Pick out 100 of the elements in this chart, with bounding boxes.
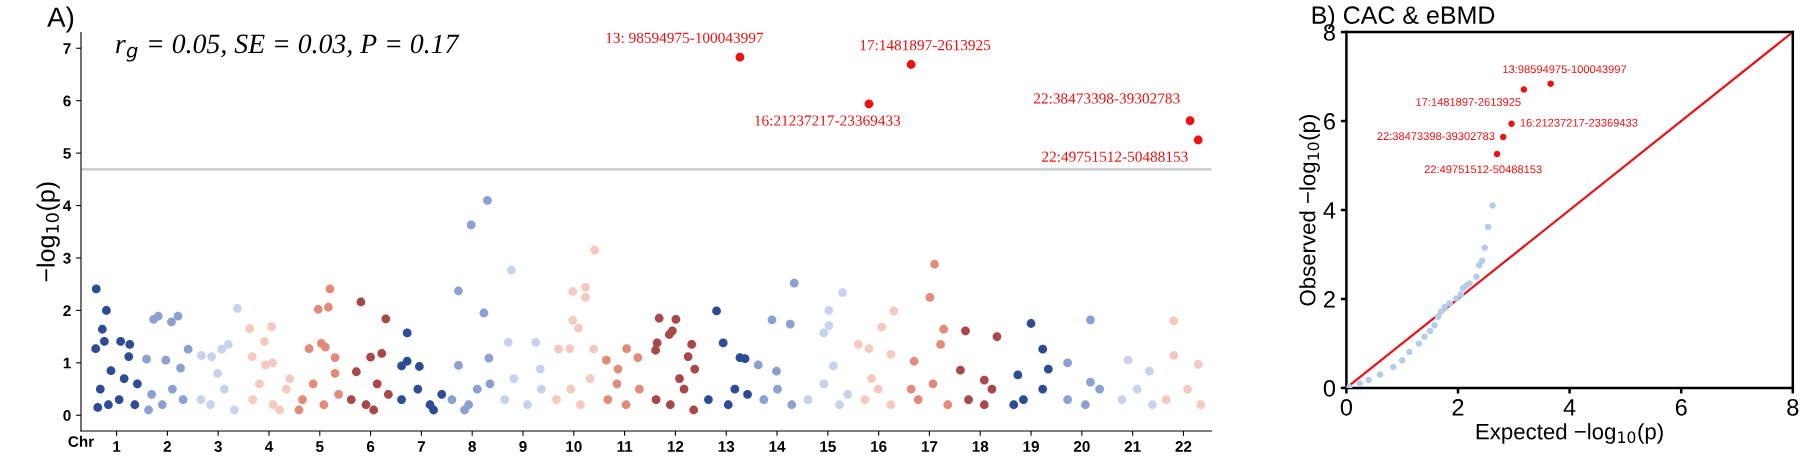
- point: [1478, 257, 1486, 264]
- point: [665, 400, 675, 410]
- point: [877, 322, 887, 332]
- point: [119, 374, 129, 383]
- y-tick-label: 5: [63, 148, 71, 159]
- point: [585, 374, 595, 383]
- point: [1421, 333, 1428, 341]
- annotation: 13: 98594975-100043997: [606, 32, 764, 44]
- x-tick-label: 9: [519, 441, 527, 452]
- point: [1193, 135, 1203, 145]
- point: [114, 395, 124, 404]
- point: [925, 292, 935, 302]
- point: [634, 384, 644, 394]
- point: [245, 324, 255, 334]
- x-tick-label: 17: [921, 441, 938, 452]
- y-tick-label: 2: [63, 305, 71, 316]
- point: [1019, 395, 1028, 404]
- point: [248, 395, 258, 404]
- x-tick-label: 6: [366, 441, 375, 452]
- point: [183, 344, 193, 354]
- y-tick-label: 2: [1324, 291, 1335, 308]
- point: [1026, 319, 1036, 328]
- point: [320, 342, 330, 352]
- x-tick-label: 8: [1787, 398, 1799, 416]
- point: [824, 321, 834, 330]
- point: [936, 340, 945, 349]
- point: [536, 384, 546, 394]
- point: [679, 384, 689, 394]
- point: [730, 384, 740, 394]
- point: [95, 384, 105, 394]
- point: [819, 379, 829, 389]
- point: [723, 400, 733, 410]
- point: [767, 315, 777, 325]
- y-axis-title: Observed −log$_{10}$(p): [1299, 115, 1320, 306]
- point: [397, 361, 406, 371]
- point: [377, 348, 387, 358]
- point: [99, 336, 109, 346]
- x-tick-label: 0: [1340, 398, 1353, 416]
- annotation: 16:21237217-23369433: [755, 115, 901, 126]
- point: [454, 286, 463, 296]
- x-tick-label: 10: [566, 441, 582, 452]
- point: [671, 314, 681, 324]
- point: [1431, 321, 1438, 329]
- point: [366, 352, 375, 362]
- point: [603, 395, 613, 404]
- point: [1095, 384, 1105, 394]
- point: [979, 400, 989, 410]
- y-tick-label: 4: [1323, 202, 1336, 219]
- point: [223, 340, 233, 349]
- point: [687, 340, 697, 349]
- point: [651, 345, 660, 355]
- point: [1038, 344, 1048, 354]
- point: [298, 395, 307, 404]
- y-tick-label: 6: [63, 95, 71, 107]
- point: [1193, 360, 1203, 369]
- point: [979, 375, 989, 385]
- point: [566, 384, 576, 394]
- y-tick-label: 4: [63, 200, 72, 212]
- point: [429, 405, 438, 415]
- point: [704, 395, 713, 404]
- point: [789, 278, 799, 288]
- x-tick-label: 18: [972, 441, 989, 452]
- point: [1148, 400, 1157, 410]
- point: [565, 344, 575, 354]
- point: [104, 400, 113, 410]
- point: [325, 284, 335, 294]
- point: [633, 353, 643, 362]
- point: [654, 313, 664, 323]
- point: [268, 358, 277, 368]
- point: [740, 354, 750, 364]
- point: [785, 319, 795, 329]
- point: [772, 366, 781, 376]
- point: [219, 384, 229, 394]
- point: [268, 400, 278, 410]
- point: [1145, 366, 1154, 376]
- point: [1434, 313, 1442, 321]
- point: [479, 308, 489, 318]
- point: [1013, 370, 1023, 380]
- point: [304, 344, 314, 354]
- point: [1499, 133, 1507, 141]
- point: [1484, 223, 1492, 231]
- point: [523, 400, 532, 410]
- point: [91, 284, 101, 294]
- point: [147, 389, 157, 399]
- point: [319, 400, 329, 410]
- point: [568, 287, 578, 296]
- point: [1473, 273, 1480, 280]
- point: [197, 351, 206, 360]
- point: [1063, 395, 1073, 404]
- point: [372, 379, 382, 389]
- y-axis-title: −log$_{10}$(p): [36, 182, 60, 282]
- point: [167, 317, 176, 327]
- point: [860, 395, 870, 404]
- point: [206, 400, 215, 410]
- point: [1489, 202, 1496, 209]
- point: [909, 356, 919, 366]
- point: [1063, 358, 1073, 368]
- point: [1547, 80, 1554, 87]
- point: [144, 405, 153, 415]
- point: [613, 364, 623, 374]
